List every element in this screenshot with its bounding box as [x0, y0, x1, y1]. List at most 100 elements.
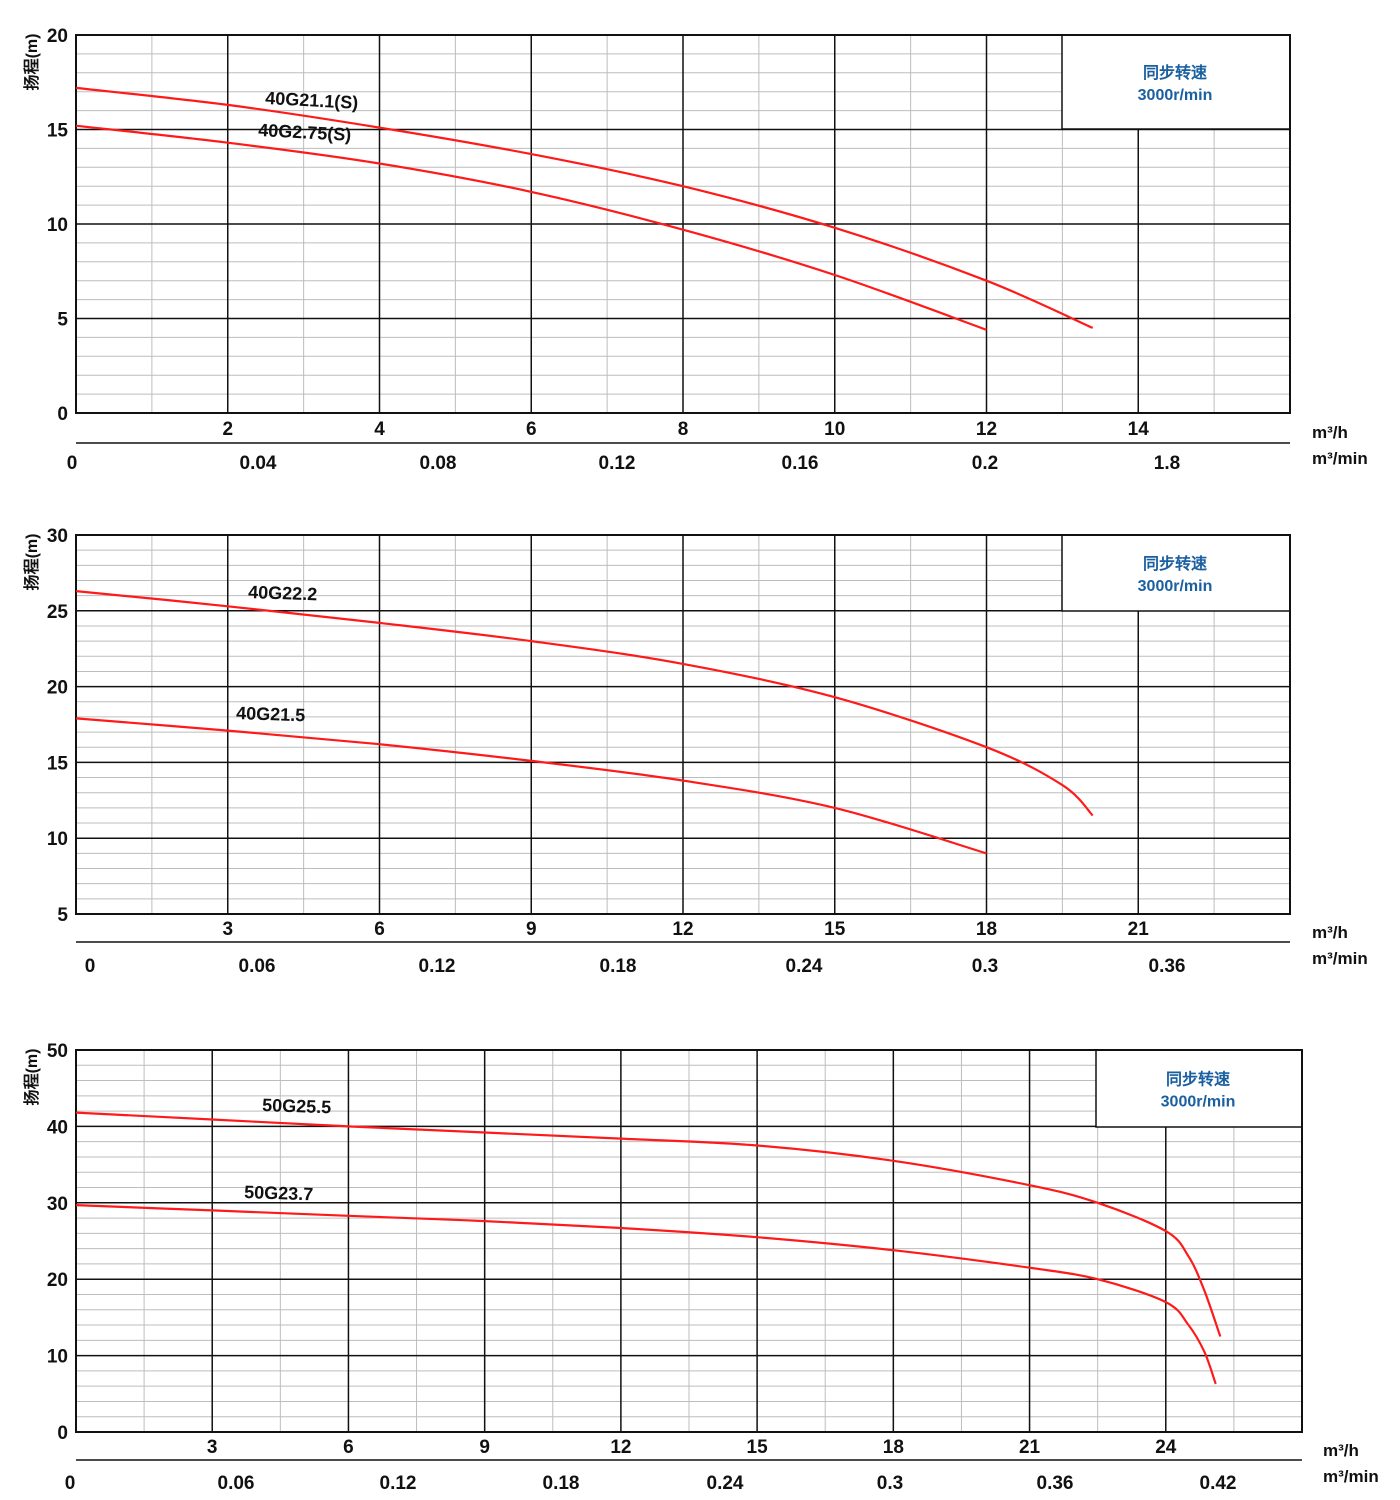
legend-box-frame [1095, 1049, 1303, 1128]
x-tick-label-m3min: 0.42 [1200, 1473, 1237, 1494]
plot-frame [75, 1049, 1303, 1433]
x-tick-label-m3min: 0.06 [239, 956, 276, 977]
x-tick-label-m3min: 0.3 [877, 1473, 903, 1494]
y-tick-label: 25 [47, 602, 69, 623]
x-tick-label-m3min: 0.36 [1149, 956, 1186, 977]
x-tick-label-m3min: 0 [67, 453, 78, 474]
y-axis-title: 扬程(m) [22, 1049, 41, 1106]
x-tick-label-m3h: 3 [222, 919, 233, 940]
y-tick-label: 30 [47, 526, 68, 547]
x-tick-label-m3h: 18 [883, 1437, 904, 1458]
legend-box-frame [1061, 534, 1291, 612]
y-tick-label: 40 [47, 1117, 68, 1138]
x-tick-label-m3min: 0.2 [972, 453, 998, 474]
x-tick-label-m3h: 6 [526, 419, 537, 440]
x-tick-label-m3min: 0.3 [972, 956, 998, 977]
x-tick-label-m3h: 12 [610, 1437, 631, 1458]
legend-speed-value: 3000r/min [1138, 87, 1213, 104]
x-tick-label-m3min: 0.24 [786, 956, 823, 977]
x-tick-label-m3h: 6 [343, 1437, 354, 1458]
curve-50g23-7 [75, 1204, 1217, 1385]
y-tick-label: 0 [57, 1423, 68, 1444]
x-tick-label-m3h: 24 [1155, 1437, 1177, 1458]
y-tick-label: 50 [47, 1041, 68, 1062]
x-tick-label-m3min: 0.12 [599, 453, 636, 474]
x-tick-label-m3h: 15 [747, 1437, 769, 1458]
x-tick-label-m3min: 0.16 [782, 453, 819, 474]
x-tick-label-m3min: 0.18 [600, 956, 637, 977]
legend-box-frame [1061, 34, 1291, 130]
x-tick-label-m3h: 3 [207, 1437, 218, 1458]
curve-40g21-5 [75, 717, 987, 855]
x-axes: 3 6 9 12 15 18 21 0 0.06 0.12 0.18 0.24 0.3 0.36 m³/h m… [76, 919, 1368, 977]
x-tick-label-m3h: 8 [678, 419, 689, 440]
x-tick-label-m3h: 18 [976, 919, 997, 940]
y-tick-label: 30 [47, 1194, 68, 1215]
x-axes: 3 6 9 12 15 18 21 24 0 0.06 0.12 0.18 0.24 0.3 0.36 0.4… [65, 1437, 1379, 1494]
series-label: 50G25.5 [262, 1095, 332, 1117]
x-tick-label-m3min: 0.12 [380, 1473, 417, 1494]
x-unit-m3min: m³/min [1312, 449, 1368, 468]
x-tick-label-m3min: 0.24 [707, 1473, 744, 1494]
legend-speed-label: 同步转速 [1143, 554, 1207, 573]
x-unit-m3min: m³/min [1312, 949, 1368, 968]
x-tick-label-m3h: 12 [672, 919, 693, 940]
y-tick-label: 20 [47, 26, 68, 47]
curve-40g22-2 [75, 590, 1094, 817]
speed-legend-box: 同步转速 3000r/min [1061, 534, 1291, 612]
y-tick-label: 15 [47, 121, 69, 142]
x-tick-label-m3h: 9 [479, 1437, 490, 1458]
x-tick-label-m3min: 0.18 [543, 1473, 580, 1494]
series-label: 40G2.75(S) [258, 120, 352, 145]
legend-speed-value: 3000r/min [1138, 578, 1213, 595]
legend-speed-label: 同步转速 [1166, 1070, 1230, 1089]
x-tick-label-m3h: 21 [1128, 919, 1150, 940]
x-tick-label-m3min: 0 [85, 956, 96, 977]
x-tick-label-m3h: 14 [1128, 419, 1150, 440]
x-tick-label-m3min: 0.04 [240, 453, 277, 474]
grid [76, 35, 1290, 413]
y-axis: 0 10 20 30 40 50 扬程(m) [22, 1041, 68, 1444]
curve-40g2-75-s- [75, 124, 987, 331]
y-axis-title: 扬程(m) [22, 534, 41, 591]
curve-40g21-1-s- [75, 86, 1094, 329]
plot-frame [75, 34, 1291, 414]
y-tick-label: 5 [57, 905, 68, 926]
curve-50g25-5 [75, 1111, 1222, 1337]
x-tick-label-m3h: 2 [222, 419, 233, 440]
plot-frame [75, 534, 1291, 915]
x-unit-m3h: m³/h [1312, 423, 1348, 442]
y-tick-label: 15 [47, 753, 69, 774]
x-tick-label-m3min: 0.08 [420, 453, 457, 474]
series-label: 40G21.1(S) [265, 88, 359, 113]
x-unit-m3min: m³/min [1323, 1467, 1379, 1486]
speed-legend-box: 同步转速 3000r/min [1061, 34, 1291, 130]
x-tick-label-m3min: 0.36 [1037, 1473, 1074, 1494]
x-unit-m3h: m³/h [1323, 1441, 1359, 1460]
chart-3: 同步转速 3000r/min 0 10 20 30 40 50 扬程(m) 3 6 9 12 15 18 21… [22, 1041, 1379, 1494]
speed-legend-box: 同步转速 3000r/min [1095, 1049, 1303, 1128]
x-tick-label-m3h: 10 [824, 419, 845, 440]
x-tick-label-m3h: 4 [374, 419, 385, 440]
y-axis: 5 10 15 20 25 30 扬程(m) [22, 526, 68, 926]
y-axis: 0 5 10 15 20 扬程(m) [22, 26, 68, 425]
x-tick-label-m3h: 21 [1019, 1437, 1041, 1458]
x-tick-label-m3min: 1.8 [1154, 453, 1180, 474]
y-tick-label: 5 [57, 310, 68, 331]
y-axis-title: 扬程(m) [22, 34, 41, 91]
x-tick-label-m3min: 0.12 [419, 956, 456, 977]
x-unit-m3h: m³/h [1312, 923, 1348, 942]
chart-2: 同步转速 3000r/min 5 10 15 20 25 30 扬程(m) 3 6 9 12 15 18 21… [22, 526, 1368, 977]
series-label: 50G23.7 [244, 1182, 314, 1204]
x-tick-label-m3h: 15 [824, 919, 846, 940]
x-tick-label-m3h: 12 [976, 419, 997, 440]
x-tick-label-m3min: 0.06 [218, 1473, 255, 1494]
y-tick-label: 0 [57, 404, 68, 425]
x-tick-label-m3min: 0 [65, 1473, 76, 1494]
x-tick-label-m3h: 6 [374, 919, 385, 940]
y-tick-label: 10 [47, 215, 68, 236]
y-tick-label: 20 [47, 678, 68, 699]
x-tick-label-m3h: 9 [526, 919, 537, 940]
legend-speed-label: 同步转速 [1143, 63, 1207, 82]
